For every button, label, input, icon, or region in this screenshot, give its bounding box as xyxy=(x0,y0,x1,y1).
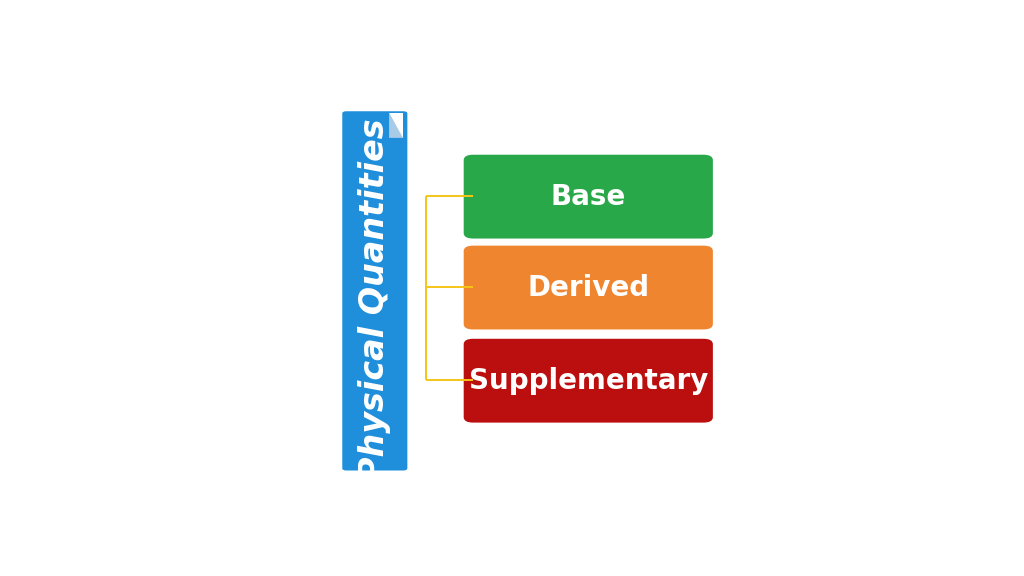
Text: Derived: Derived xyxy=(527,274,649,302)
Text: Base: Base xyxy=(551,183,626,211)
Polygon shape xyxy=(389,113,403,138)
Text: Physical Quantities: Physical Quantities xyxy=(358,119,391,481)
Polygon shape xyxy=(389,113,403,138)
FancyBboxPatch shape xyxy=(464,155,713,238)
FancyBboxPatch shape xyxy=(464,339,713,423)
FancyBboxPatch shape xyxy=(342,111,408,471)
FancyBboxPatch shape xyxy=(464,245,713,329)
Text: Supplementary: Supplementary xyxy=(469,367,708,395)
